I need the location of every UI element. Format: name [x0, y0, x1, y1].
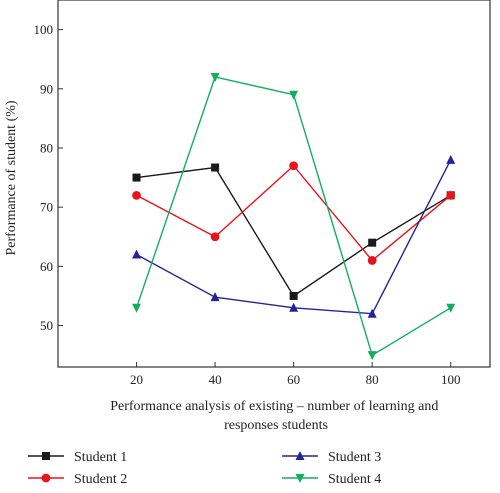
y-tick-label: 100	[34, 22, 54, 37]
legend-label: Student 2	[74, 472, 127, 487]
y-tick-label: 80	[40, 140, 53, 155]
data-point	[210, 292, 220, 302]
series-line	[135, 76, 452, 357]
x-tick-label: 20	[130, 372, 143, 387]
x-tick-label: 80	[366, 372, 379, 387]
data-point	[132, 249, 142, 259]
x-axis-title-line-2: responses students	[224, 418, 328, 433]
legend-item: Student 2	[28, 472, 127, 487]
data-point	[446, 303, 456, 313]
y-axis: 50 60 70 80 90 100	[34, 22, 63, 333]
data-point	[367, 351, 377, 361]
x-tick-label: 40	[209, 372, 222, 387]
series-line	[136, 159, 452, 315]
legend-label: Student 1	[74, 450, 127, 465]
data-point	[210, 232, 220, 242]
plot-border	[57, 0, 491, 368]
legend-item: Student 3	[282, 450, 381, 465]
x-axis-title-line-1: Performance analysis of existing – numbe…	[110, 399, 438, 414]
legend-label: Student 3	[328, 450, 381, 465]
data-point	[42, 452, 50, 460]
legend-label: Student 4	[328, 472, 381, 487]
data-point	[210, 72, 220, 82]
plot-frame	[57, 0, 491, 368]
data-point	[41, 473, 51, 483]
data-point	[289, 302, 299, 312]
y-tick-label: 50	[40, 318, 53, 333]
series-4	[132, 72, 456, 361]
data-point	[446, 190, 456, 200]
data-point	[211, 163, 220, 172]
data-point	[295, 451, 305, 460]
data-point	[367, 256, 377, 265]
data-point	[368, 238, 377, 247]
series-3	[132, 154, 456, 318]
legend-item: Student 1	[28, 450, 127, 465]
x-tick-label: 100	[441, 372, 461, 387]
data-point	[132, 303, 142, 313]
data-point	[446, 154, 456, 164]
series-line	[136, 164, 452, 262]
data-point	[367, 308, 377, 318]
y-tick-label: 70	[40, 200, 53, 215]
series-line	[136, 166, 452, 297]
series-2	[132, 161, 456, 265]
x-axis: 20 40 60 80 100	[130, 362, 460, 387]
y-tick-label: 60	[40, 259, 53, 274]
y-tick-label: 90	[40, 81, 53, 96]
data-point	[132, 173, 141, 182]
data-point	[295, 474, 305, 483]
x-tick-label: 60	[287, 372, 300, 387]
legend: Student 1 Student 2 Student 3 Student 4	[28, 450, 381, 487]
data-point	[289, 161, 299, 171]
data-point	[132, 190, 141, 200]
data-point	[289, 291, 298, 300]
x-axis-title: Performance analysis of existing – numbe…	[110, 399, 442, 433]
y-axis-title: Performance of student (%)	[4, 100, 19, 255]
data-point	[289, 90, 299, 100]
legend-item: Student 4	[282, 472, 381, 487]
series-layer	[132, 72, 456, 361]
